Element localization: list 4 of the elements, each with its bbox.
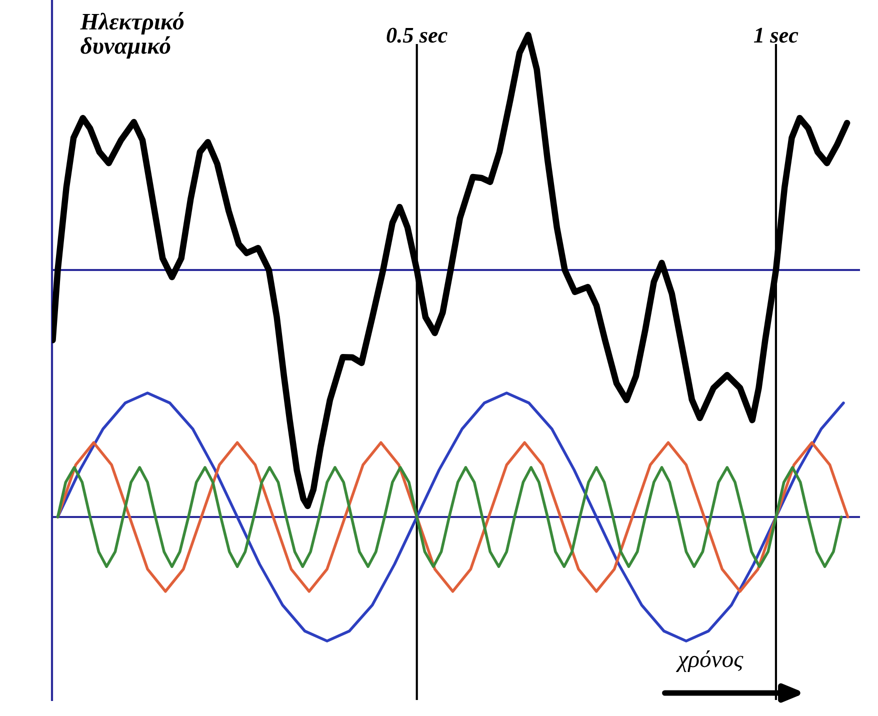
y-axis-title: Ηλεκτρικό δυναμικό [80, 12, 184, 59]
x-tick-label: 0.5 sec [386, 28, 448, 43]
x-axis-title: χρόνος [676, 650, 744, 672]
x-tick-label: 1 sec [754, 28, 798, 43]
